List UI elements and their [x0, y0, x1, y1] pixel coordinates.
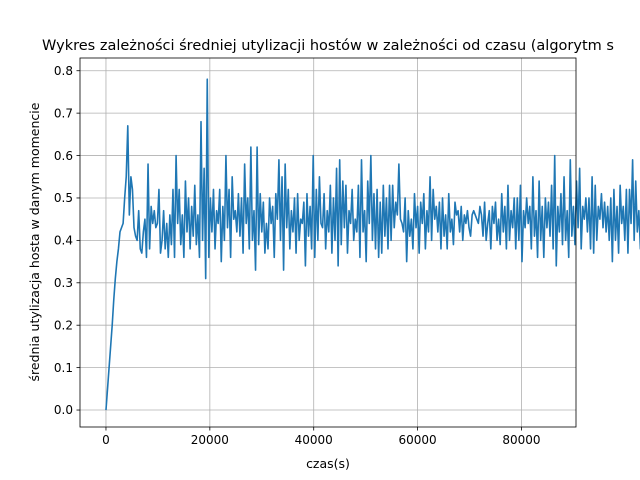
chart-title: Wykres zależności średniej utylizacji ho… [42, 38, 614, 54]
y-tick-label: 0.8 [54, 64, 73, 78]
y-tick-label: 0.1 [54, 361, 73, 375]
x-tick-label: 40000 [295, 433, 333, 447]
y-tick-label: 0.0 [54, 403, 73, 417]
series-line [105, 78, 640, 411]
x-tick-label: 60000 [398, 433, 436, 447]
x-tick-label: 80000 [502, 433, 540, 447]
y-axis-label: średnia utylizacja hosta w danym momenci… [27, 102, 42, 381]
x-tick-label: 0 [102, 433, 110, 447]
y-tick-label: 0.2 [54, 318, 73, 332]
grid [80, 58, 576, 427]
y-axis-ticks: 0.0 0.1 0.2 0.3 0.4 0.5 0.6 0.7 0.8 [54, 64, 80, 417]
y-tick-label: 0.6 [54, 149, 73, 163]
x-axis-ticks: 0 20000 40000 60000 80000 [102, 427, 541, 447]
x-axis-label: czas(s) [306, 456, 350, 471]
axes-frame [79, 57, 577, 428]
x-tick-label: 20000 [191, 433, 229, 447]
y-tick-label: 0.3 [54, 276, 73, 290]
plot-area [105, 78, 640, 411]
y-tick-label: 0.4 [54, 234, 73, 248]
y-tick-label: 0.5 [54, 191, 73, 205]
y-tick-label: 0.7 [54, 106, 73, 120]
